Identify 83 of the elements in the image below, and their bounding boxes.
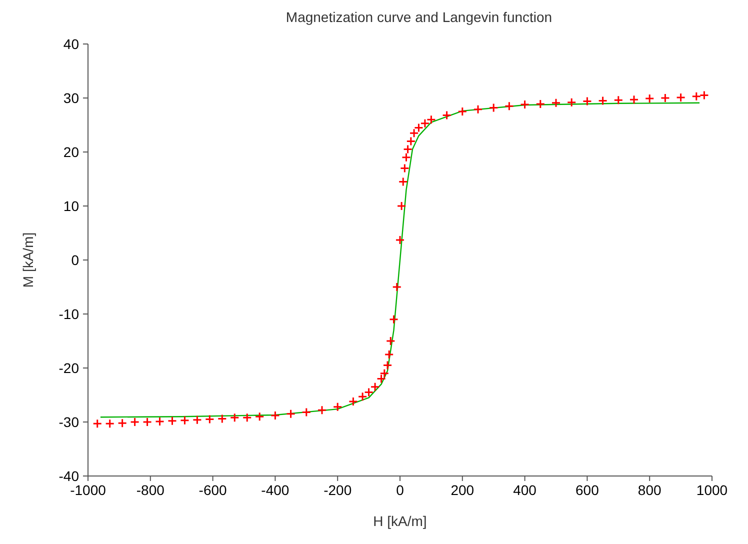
point	[395, 235, 405, 245]
point	[358, 392, 368, 402]
point	[536, 99, 546, 109]
y-tick-label: -30	[58, 414, 80, 430]
point	[473, 104, 483, 114]
point	[614, 95, 624, 105]
x-tick-label: -800	[136, 482, 165, 498]
y-tick-label: 10	[63, 198, 80, 214]
point	[376, 374, 386, 384]
point	[629, 94, 639, 104]
point	[118, 418, 128, 428]
point	[392, 282, 402, 292]
point	[105, 418, 115, 428]
x-tick-label: 200	[450, 482, 474, 498]
point	[426, 114, 436, 124]
point	[286, 409, 296, 419]
point	[230, 412, 240, 422]
point	[270, 410, 280, 420]
y-axis-title: M [kA/m]	[20, 232, 36, 288]
point	[386, 336, 396, 346]
point	[317, 405, 327, 415]
x-tick-label: 0	[396, 482, 404, 498]
x-tick-label: 400	[513, 482, 537, 498]
point	[414, 122, 424, 132]
chart-title: Magnetization curve and Langevin function	[284, 8, 554, 27]
point	[582, 96, 592, 106]
y-tick-label: 30	[63, 90, 80, 106]
point	[380, 368, 390, 378]
point	[409, 128, 419, 138]
point	[180, 416, 190, 426]
x-tick-label: -600	[198, 482, 228, 498]
point	[566, 98, 576, 108]
point	[398, 176, 408, 186]
point	[644, 94, 654, 104]
point	[167, 416, 177, 426]
point	[520, 100, 530, 110]
point	[598, 96, 608, 106]
point	[458, 106, 468, 116]
point	[382, 360, 392, 370]
point	[396, 201, 406, 211]
point	[332, 402, 342, 412]
x-tick-label: 1000	[696, 482, 728, 498]
y-tick-label: -40	[58, 468, 80, 484]
point	[400, 163, 410, 173]
x-tick-label: 600	[576, 482, 600, 498]
x-tick-label: -200	[324, 482, 352, 498]
point	[364, 388, 374, 398]
point	[420, 118, 430, 128]
point	[692, 92, 702, 102]
point	[488, 102, 498, 112]
point	[660, 93, 670, 103]
point	[551, 98, 561, 108]
x-axis-title: H [kA/m]	[373, 513, 427, 529]
point	[204, 414, 214, 424]
x-tick-label: -1000	[70, 482, 106, 498]
y-tick-label: -10	[58, 306, 80, 322]
point	[217, 414, 227, 424]
point	[403, 144, 413, 154]
line-series	[100, 102, 700, 418]
point	[192, 415, 202, 425]
y-tick-label: 20	[63, 144, 80, 160]
y-tick-label: 0	[71, 252, 80, 268]
x-tick-label: -400	[261, 482, 290, 498]
point	[142, 417, 152, 427]
point	[442, 110, 452, 120]
point	[130, 417, 140, 427]
x-tick-label: 800	[638, 482, 662, 498]
point	[348, 396, 358, 406]
point	[401, 152, 411, 162]
point	[92, 418, 102, 428]
point	[389, 314, 399, 324]
point	[302, 408, 312, 418]
point	[676, 92, 686, 102]
point	[699, 90, 709, 100]
point	[242, 412, 252, 422]
point	[155, 416, 165, 426]
point	[406, 136, 416, 146]
y-tick-label: 40	[63, 36, 80, 52]
point	[254, 412, 264, 422]
y-tick-label: -20	[58, 360, 80, 376]
point	[370, 382, 380, 392]
point	[504, 101, 514, 111]
point	[384, 350, 394, 360]
